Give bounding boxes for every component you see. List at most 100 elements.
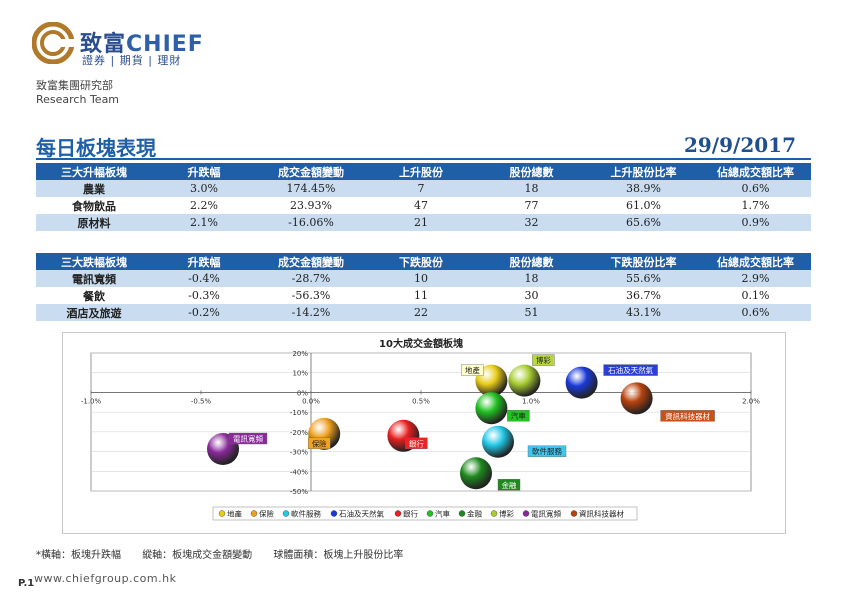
x-tick-label: 2.0% xyxy=(742,397,760,405)
legend-marker xyxy=(282,510,290,517)
data-label: 博彩 xyxy=(536,355,551,365)
top-rising-sectors-table: 三大升幅板塊 升跌幅 成交金額變動 上升股份 股份總數 上升股份比率 佔總成交額… xyxy=(36,163,811,231)
column-header: 三大跌幅板塊 xyxy=(36,253,152,270)
x-tick-label: 0.0% xyxy=(302,397,320,405)
table-cell: 47 xyxy=(366,197,476,214)
table-cell: 2.9% xyxy=(700,270,811,287)
report-title: 每日板塊表現 xyxy=(36,136,156,160)
table-cell: 0.9% xyxy=(700,214,811,231)
column-header: 三大升幅板塊 xyxy=(36,163,152,180)
sector-name: 電訊寬頻 xyxy=(36,270,152,287)
column-header: 下跌股份 xyxy=(366,253,476,270)
column-header: 佔總成交額比率 xyxy=(700,253,811,270)
table-header-row: 三大升幅板塊 升跌幅 成交金額變動 上升股份 股份總數 上升股份比率 佔總成交額… xyxy=(36,163,811,180)
column-header: 佔總成交額比率 xyxy=(700,163,811,180)
report-date: 29/9/2017 xyxy=(683,133,796,157)
department-name-en: Research Team xyxy=(36,93,120,106)
legend-label: 軟件服務 xyxy=(291,509,321,519)
bubble-chart: 10大成交金額板塊 20% 10% 0% -10% -20% -30% -40% -50% -1.… xyxy=(62,332,786,534)
data-label: 軟件服務 xyxy=(532,446,562,456)
legend-label: 金融 xyxy=(467,509,482,519)
data-label-box xyxy=(405,437,428,450)
table-cell: 65.6% xyxy=(587,214,700,231)
data-label-box xyxy=(307,437,331,450)
table-cell: 30 xyxy=(476,287,587,304)
table-cell: 22 xyxy=(366,304,476,321)
data-label-box xyxy=(497,479,521,491)
sector-name: 農業 xyxy=(36,180,152,197)
legend-label: 銀行 xyxy=(403,509,418,519)
sector-name: 原材料 xyxy=(36,214,152,231)
department-name-cn: 致富集團研究部 xyxy=(36,79,113,92)
column-header: 下跌股份比率 xyxy=(587,253,700,270)
y-tick-label: 10% xyxy=(292,370,308,378)
footnote-y-axis: 縱軸：板塊成交金額變動 xyxy=(142,550,253,561)
data-label: 電訊寬頻 xyxy=(233,434,263,444)
table-cell: 0.6% xyxy=(700,304,811,321)
page-number: P.1 xyxy=(18,578,35,589)
sector-name: 食物飲品 xyxy=(36,197,152,214)
table-cell: 18 xyxy=(476,270,587,287)
table-row: 食物飲品 2.2% 23.93% 47 77 61.0% 1.7% xyxy=(36,197,811,214)
table-cell: 2.2% xyxy=(152,197,256,214)
bubble-7 xyxy=(460,457,492,490)
legend-marker xyxy=(330,510,338,517)
legend-label: 博彩 xyxy=(499,509,514,519)
data-label-box xyxy=(461,364,484,376)
x-tick-label: 1.0% xyxy=(522,397,540,405)
table-cell: -0.3% xyxy=(152,287,256,304)
data-label: 銀行 xyxy=(409,438,424,448)
table-cell: 0.6% xyxy=(700,180,811,197)
y-tick-label: 20% xyxy=(292,350,308,358)
table-cell: 3.0% xyxy=(152,180,256,197)
column-header: 成交金額變動 xyxy=(256,163,366,180)
table-cell: 43.1% xyxy=(587,304,700,321)
legend-label: 資訊科技器材 xyxy=(579,509,624,519)
data-label: 石油及天然氣 xyxy=(608,365,653,375)
table-cell: 21 xyxy=(366,214,476,231)
bubble-8 xyxy=(508,364,541,397)
top-falling-sectors-table: 三大跌幅板塊 升跌幅 成交金額變動 下跌股份 股份總數 下跌股份比率 佔總成交額… xyxy=(36,253,811,321)
brand-tagline: 證券 | 期貨 | 理財 xyxy=(82,54,182,67)
x-tick-label: -0.5% xyxy=(191,397,212,405)
chart-title: 10大成交金額板塊 xyxy=(379,337,463,350)
chief-logo: 致富CHIEF 證券 | 期貨 | 理財 xyxy=(32,22,242,67)
column-header: 上升股份 xyxy=(366,163,476,180)
y-tick-label: -40% xyxy=(290,468,308,476)
column-header: 升跌幅 xyxy=(152,163,256,180)
table-cell: -56.3% xyxy=(256,287,366,304)
column-header: 上升股份比率 xyxy=(587,163,700,180)
table-cell: 2.1% xyxy=(152,214,256,231)
brand-name-en: CHIEF xyxy=(126,32,204,57)
table-cell: 10 xyxy=(366,270,476,287)
data-label-box xyxy=(532,354,555,366)
y-tick-label: -30% xyxy=(290,449,308,457)
bubble-4 xyxy=(565,366,598,399)
bubble-3 xyxy=(482,425,514,458)
data-label: 資訊科技器材 xyxy=(665,411,710,421)
legend-marker xyxy=(570,510,578,517)
table-cell: 18 xyxy=(476,180,587,197)
website-link[interactable]: www.chiefgroup.com.hk xyxy=(34,572,177,585)
sector-name: 餐飲 xyxy=(36,287,152,304)
table-cell: 174.45% xyxy=(256,180,366,197)
brand-name: 致富CHIEF xyxy=(80,26,204,58)
legend-marker xyxy=(522,510,530,517)
data-label: 汽車 xyxy=(511,411,526,421)
x-tick-label: 0.5% xyxy=(412,397,430,405)
table-cell: -0.2% xyxy=(152,304,256,321)
table-cell: 77 xyxy=(476,197,587,214)
legend-marker xyxy=(250,510,258,517)
data-label-box xyxy=(507,409,530,422)
table-cell: -0.4% xyxy=(152,270,256,287)
table-cell: 36.7% xyxy=(587,287,700,304)
y-tick-label: 0% xyxy=(297,389,308,397)
legend-marker xyxy=(490,510,498,517)
legend-marker xyxy=(218,510,226,517)
chart-footnote: *橫軸：板塊升跌幅 縱軸：板塊成交金額變動 球體面積：板塊上升股份比率 xyxy=(36,546,421,561)
sector-name: 酒店及旅遊 xyxy=(36,304,152,321)
chart-legend xyxy=(212,506,638,521)
bubble-chart-svg: 10大成交金額板塊 20% 10% 0% -10% -20% -30% -40% -50% -1.… xyxy=(81,337,760,521)
table-cell: 1.7% xyxy=(700,197,811,214)
chief-logo-icon xyxy=(32,22,74,64)
